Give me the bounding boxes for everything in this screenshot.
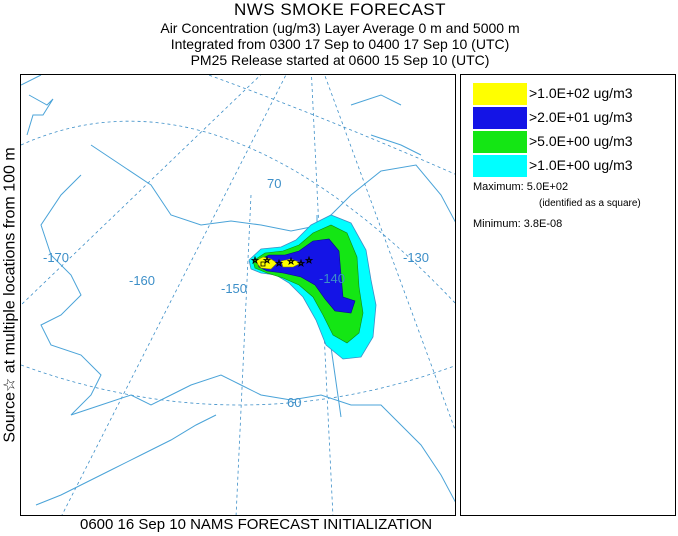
meridian-150 [235, 194, 252, 515]
plume-level-3 [252, 224, 364, 344]
page-title: NWS SMOKE FORECAST [233, 0, 447, 19]
meridian-160 [61, 75, 287, 515]
legend-swatch-3 [473, 131, 527, 153]
coastline [26, 94, 455, 506]
lon-label-150: -150 [221, 281, 247, 296]
lon-label-160: -160 [129, 273, 155, 288]
lat-80-line [207, 75, 455, 175]
lat-label-70: 70 [267, 176, 281, 191]
subtitle-integration: Integrated from 0300 17 Sep to 0400 17 S… [170, 36, 510, 52]
legend-label-4: >1.0E+00 ug/m3 [529, 157, 633, 173]
source-star-icon [250, 255, 314, 268]
legend-label-1: >1.0E+02 ug/m3 [529, 85, 633, 101]
lat-60-line [21, 364, 455, 406]
legend-swatch-2 [473, 107, 527, 129]
maximum-note: (identified as a square) [539, 198, 641, 209]
lon-label-170: -170 [43, 250, 69, 265]
source-side-label-container: Source☆ at multiple locations from 100 m [0, 74, 20, 516]
legend-panel: >1.0E+02 ug/m3 >2.0E+01 ug/m3 >5.0E+00 u… [460, 74, 676, 516]
lon-label-140: -140 [319, 271, 345, 286]
latitude-lines [21, 75, 455, 406]
subtitle-concentration: Air Concentration (ug/m3) Layer Average … [160, 20, 520, 36]
lat-70-line [21, 120, 455, 304]
smoke-map: -170 -160 -150 -140 -130 70 60 [21, 75, 455, 515]
legend-swatch-4 [473, 155, 527, 177]
map-panel: -170 -160 -150 -140 -130 70 60 [20, 74, 456, 516]
subtitle-release: PM25 Release started at 0600 15 Sep 10 (… [190, 52, 490, 68]
source-side-label: Source☆ at multiple locations from 100 m [2, 147, 20, 443]
legend-swatch-1 [473, 83, 527, 105]
meridian-lines [21, 75, 455, 515]
maximum-label: Maximum: 5.0E+02 [473, 181, 569, 193]
forecast-initialization-footer: 0600 16 Sep 10 NAMS FORECAST INITIALIZAT… [80, 516, 433, 533]
border-line-top [21, 75, 42, 86]
lat-label-60: 60 [287, 395, 301, 410]
plume-level-2 [256, 238, 356, 314]
legend-label-3: >5.0E+00 ug/m3 [529, 133, 633, 149]
title-block: NWS SMOKE FORECAST Air Concentration (ug… [20, 0, 660, 68]
maximum-square-icon [260, 261, 266, 267]
lon-label-130: -130 [403, 250, 429, 265]
legend-label-2: >2.0E+01 ug/m3 [529, 109, 633, 125]
meridian-170 [21, 75, 262, 306]
minimum-label: Minimum: 3.8E-08 [473, 218, 563, 230]
